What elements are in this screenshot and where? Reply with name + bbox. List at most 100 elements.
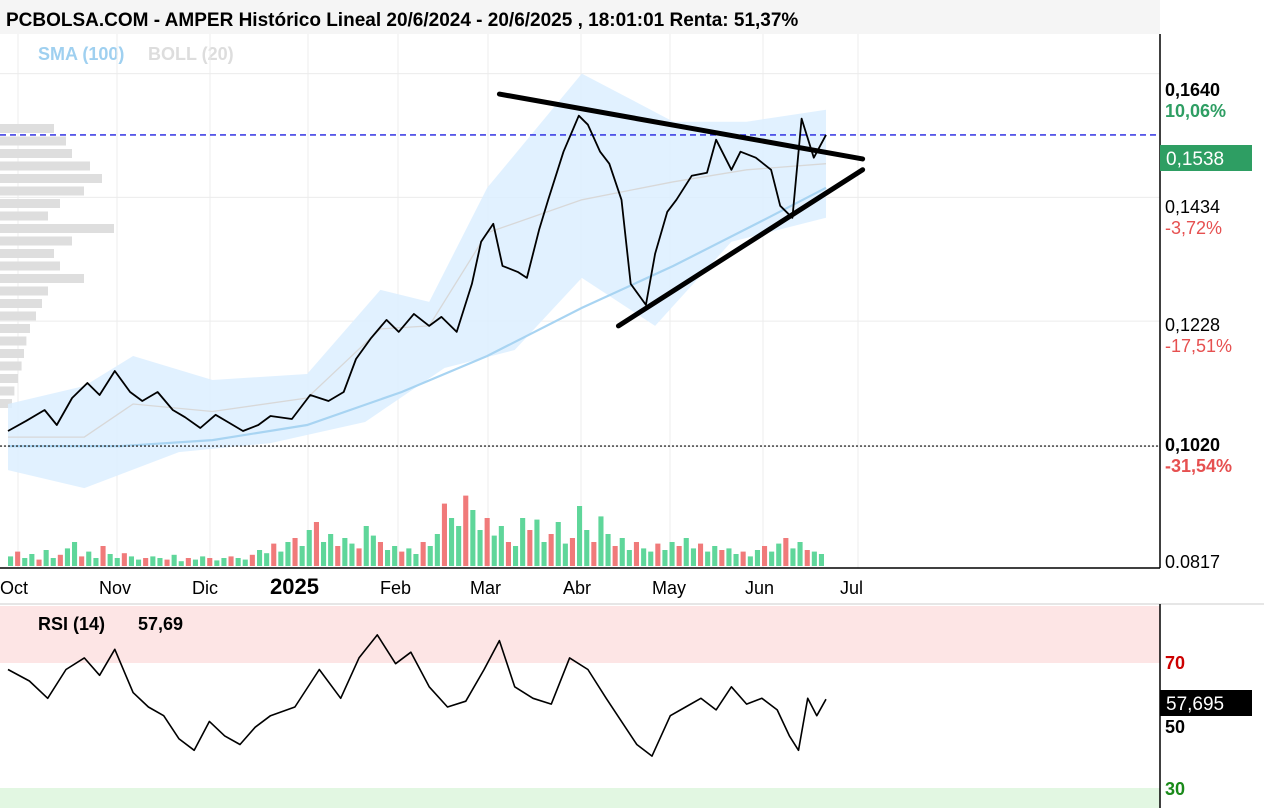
- volume-profile-bar: [0, 261, 60, 271]
- rsi-level-70: 70: [1165, 653, 1185, 673]
- volume-bar: [434, 534, 440, 566]
- volume-bar: [385, 550, 391, 566]
- volume-bar: [591, 542, 597, 566]
- volume-bars: [8, 495, 824, 566]
- volume-bar: [200, 556, 206, 566]
- month-feb: Feb: [380, 578, 411, 598]
- volume-bar: [577, 506, 583, 566]
- volume-bar: [143, 558, 149, 566]
- volume-bar: [612, 546, 618, 566]
- volume-bar: [15, 551, 21, 566]
- trendline-1: [615, 167, 866, 329]
- bollinger-band-area: [8, 73, 826, 489]
- volume-bar: [57, 554, 63, 566]
- volume-bar: [598, 516, 604, 566]
- volume-bar: [93, 558, 99, 566]
- volume-profile-bar: [0, 174, 102, 183]
- volume-bar: [207, 558, 213, 566]
- volume-bar: [776, 543, 782, 566]
- rsi-current-value: 57,695: [1166, 694, 1224, 715]
- volume-bar: [292, 538, 298, 566]
- rsi-line: [7, 634, 827, 757]
- volume-bar: [242, 559, 248, 566]
- volume-bar: [690, 548, 696, 566]
- volume-bar: [470, 510, 476, 566]
- bollinger-middle-line: [8, 163, 827, 438]
- volume-bar: [178, 561, 184, 566]
- volume-profile: [0, 124, 114, 408]
- volume-bar: [527, 530, 533, 566]
- volume-profile-bar: [0, 136, 66, 146]
- volume-bar: [449, 518, 455, 566]
- sma-path: [8, 186, 827, 448]
- volume-profile-bar: [0, 124, 54, 133]
- volume-profile-bar: [0, 324, 30, 333]
- volume-profile-bar: [0, 399, 12, 408]
- volume-profile-bar: [0, 311, 36, 321]
- reference-lines: [0, 134, 1160, 447]
- volume-bar: [548, 534, 554, 566]
- price-level-5: 0.0817: [1165, 552, 1220, 572]
- volume-bar: [22, 558, 28, 566]
- volume-profile-bar: [0, 161, 90, 171]
- volume-bar: [157, 558, 163, 566]
- volume-bar: [427, 546, 433, 566]
- volume-bar: [278, 551, 284, 566]
- volume-bar: [121, 553, 127, 566]
- volume-bar: [192, 559, 198, 566]
- volume-bar: [669, 542, 675, 566]
- month-dic: Dic: [192, 578, 218, 598]
- price-axis-labels: 0,1640 10,06% 0,1434 -3,72% 0,1228 -17,5…: [1165, 80, 1232, 572]
- price-pct-4: -31,54%: [1165, 456, 1232, 476]
- volume-bar: [8, 556, 14, 566]
- volume-bar: [747, 556, 753, 566]
- price-level-1: 0,1640: [1165, 80, 1220, 100]
- current-price-value: 0,1538: [1166, 149, 1224, 170]
- volume-bar: [762, 546, 768, 566]
- volume-bar: [641, 548, 647, 566]
- legend-boll: BOLL (20): [148, 44, 234, 64]
- rsi-level-30: 30: [1165, 779, 1185, 799]
- volume-bar: [392, 546, 398, 566]
- volume-bar: [648, 551, 654, 566]
- time-axis-labels: Oct Nov Dic 2025 Feb Mar Abr May Jun Jul: [0, 574, 863, 599]
- volume-bar: [676, 546, 682, 566]
- volume-bar: [313, 522, 319, 566]
- price-level-2: 0,1434: [1165, 197, 1220, 217]
- volume-profile-bar: [0, 299, 42, 308]
- month-mar: Mar: [470, 578, 501, 598]
- trendline-0: [496, 91, 866, 162]
- volume-bar: [769, 551, 775, 566]
- volume-profile-bar: [0, 336, 27, 346]
- volume-bar: [306, 530, 312, 566]
- volume-bar: [370, 535, 376, 566]
- volume-bar: [626, 550, 632, 566]
- volume-bar: [285, 542, 291, 566]
- volume-bar: [328, 534, 334, 566]
- volume-bar: [662, 550, 668, 566]
- volume-bar: [321, 542, 327, 566]
- volume-bar: [562, 543, 568, 566]
- legend-sma: SMA (100): [38, 44, 124, 64]
- volume-bar: [64, 548, 70, 566]
- volume-bar: [740, 551, 746, 566]
- volume-bar: [257, 550, 263, 566]
- volume-profile-bar: [0, 249, 54, 258]
- title-bar-bg: [0, 0, 1160, 34]
- volume-profile-bar: [0, 186, 84, 196]
- volume-bar: [136, 559, 142, 566]
- volume-bar: [441, 503, 447, 566]
- volume-bar: [712, 546, 718, 566]
- volume-bar: [114, 558, 120, 566]
- volume-bar: [484, 518, 490, 566]
- volume-bar: [569, 538, 575, 566]
- volume-bar: [185, 558, 191, 566]
- volume-bar: [235, 558, 241, 566]
- volume-bar: [683, 538, 689, 566]
- volume-bar: [342, 538, 348, 566]
- volume-profile-bar: [0, 349, 24, 358]
- month-may: May: [652, 578, 686, 598]
- volume-bar: [811, 551, 817, 566]
- rsi-path: [7, 634, 827, 757]
- volume-bar: [790, 548, 796, 566]
